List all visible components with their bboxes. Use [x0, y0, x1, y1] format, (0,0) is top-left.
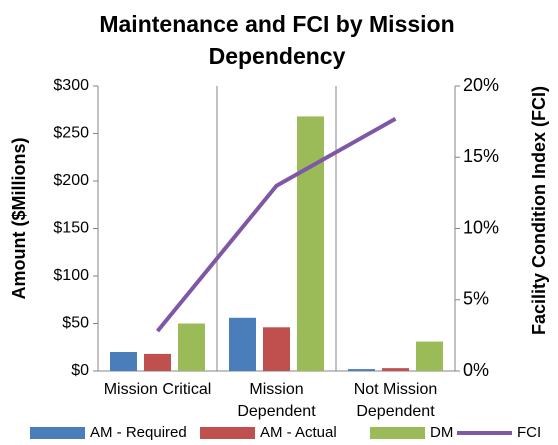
- y2-tick-label: 5%: [463, 289, 489, 309]
- y2-tick-label: 10%: [463, 217, 499, 237]
- y2-tick-label: 20%: [463, 75, 499, 95]
- y-axis-title: Amount ($Millions): [9, 138, 29, 300]
- bar: [348, 369, 375, 371]
- bar: [110, 352, 137, 371]
- bar: [263, 327, 290, 371]
- bar: [144, 353, 171, 371]
- legend-label: AM - Actual: [260, 424, 337, 441]
- legend-swatch: [30, 427, 85, 439]
- y-tick-label: $200: [53, 172, 89, 189]
- y2-tick-label: 15%: [463, 146, 499, 166]
- y-tick-label: $100: [53, 267, 89, 284]
- bar: [416, 341, 443, 371]
- fci-line: [155, 117, 397, 333]
- y-tick-label: $250: [53, 125, 89, 142]
- bar: [382, 368, 409, 371]
- x-tick-label: Not Mission Dependent: [353, 381, 438, 420]
- legend-swatch: [370, 427, 425, 439]
- y-tick-label: $300: [53, 77, 89, 94]
- y-tick-label: $150: [53, 220, 89, 237]
- bar: [178, 323, 205, 371]
- y-tick-label: $50: [62, 315, 89, 332]
- chart-title: Maintenance and FCI by Mission Dependenc…: [99, 11, 455, 69]
- bar: [229, 317, 256, 371]
- x-tick-label: Mission Critical: [103, 381, 212, 398]
- legend-label: FCI: [517, 424, 541, 441]
- y2-tick-label: 0%: [463, 360, 489, 380]
- bar: [297, 116, 324, 372]
- x-tick-label: Mission Dependent: [237, 381, 316, 420]
- y2-axis-title: Facility Condition Index (FCI): [529, 86, 549, 335]
- legend-swatch: [200, 427, 255, 439]
- legend-label: AM - Required: [90, 424, 187, 441]
- legend-label: DM: [430, 424, 453, 441]
- y-tick-label: $0: [71, 362, 89, 379]
